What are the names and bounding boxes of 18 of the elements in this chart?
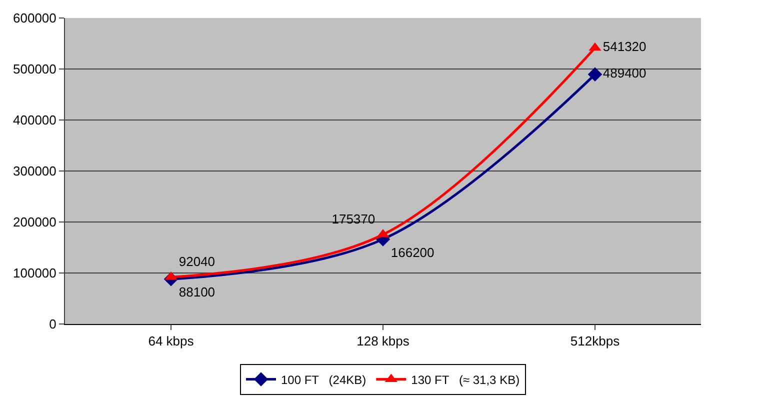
data-label: 166200 [390, 244, 434, 260]
data-label: 541320 [602, 39, 646, 54]
data-label: 489400 [602, 66, 646, 81]
point [588, 67, 602, 82]
y-tick-label: 300000 [13, 164, 56, 179]
data-label: 88100 [178, 284, 216, 300]
x-tick-label: 64 kbps [148, 334, 194, 349]
data-label: 92040 [178, 254, 216, 269]
x-tick-label: 128 kbps [356, 334, 410, 349]
y-tick-label: 100000 [13, 266, 56, 281]
y-tick-label: 600000 [13, 10, 56, 26]
y-tick-label: 400000 [13, 112, 56, 128]
y-tick-label: 500000 [13, 62, 56, 77]
legend-label: 130 FT (≈ 31,3 KB) [411, 372, 520, 387]
x-tick-label: 512kbps [570, 334, 620, 349]
y-tick-label: 0 [49, 316, 56, 332]
legend-label: 100 FT (24KB) [281, 372, 366, 387]
y-tick-label: 200000 [13, 214, 56, 230]
